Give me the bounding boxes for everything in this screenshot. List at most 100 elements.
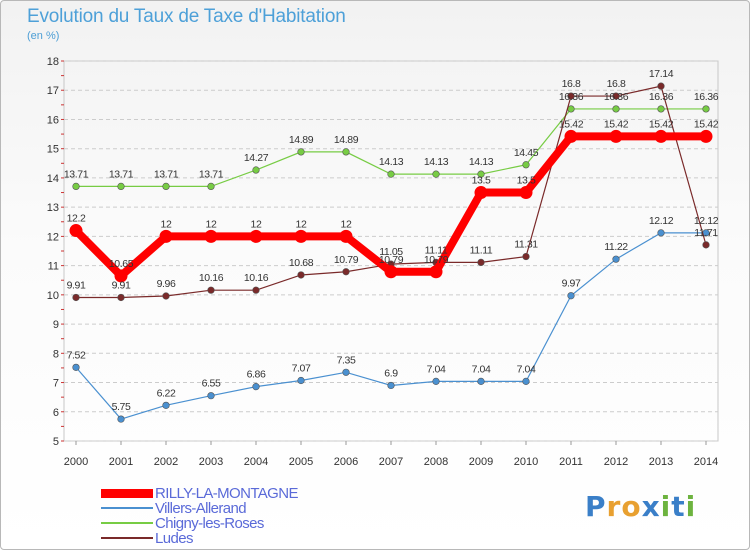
data-point-chigny-les-roses — [567, 105, 575, 113]
data-point-chigny-les-roses — [477, 170, 485, 178]
data-point-ludes — [297, 271, 305, 279]
data-point-rilly-la-montagne — [519, 186, 533, 200]
data-point-chigny-les-roses — [117, 182, 125, 190]
y-tick-label: 11 — [48, 261, 59, 273]
data-label-chigny-les-roses: 14.45 — [514, 147, 539, 159]
data-point-chigny-les-roses — [72, 182, 80, 190]
y-tick-label: 8 — [53, 348, 59, 360]
data-label-ludes: 10.68 — [289, 257, 314, 269]
data-label-villers-allerand: 7.35 — [337, 354, 356, 366]
data-label-villers-allerand: 11.22 — [604, 241, 628, 253]
data-label-ludes: 9.91 — [67, 279, 86, 291]
y-tick-label: 6 — [53, 407, 59, 419]
data-point-chigny-les-roses — [432, 170, 440, 178]
legend-swatch — [101, 537, 153, 539]
data-point-ludes — [252, 286, 260, 294]
x-tick-label: 2002 — [154, 456, 178, 468]
x-tick-label: 2009 — [469, 456, 493, 468]
data-label-ludes: 11.05 — [379, 246, 403, 258]
data-point-villers-allerand — [72, 363, 80, 371]
data-label-villers-allerand: 7.04 — [427, 363, 446, 375]
data-label-ludes: 9.91 — [112, 279, 131, 291]
data-point-villers-allerand — [297, 376, 305, 385]
data-label-villers-allerand: 12.12 — [649, 215, 674, 227]
data-point-rilly-la-montagne — [294, 229, 308, 243]
data-label-chigny-les-roses: 16.36 — [694, 91, 719, 103]
data-label-rilly-la-montagne: 15.42 — [559, 118, 584, 130]
data-point-villers-allerand — [342, 368, 350, 376]
x-tick-label: 2000 — [64, 456, 88, 468]
x-tick-label: 2005 — [289, 456, 313, 468]
data-point-rilly-la-montagne — [339, 229, 353, 243]
data-label-ludes: 11.71 — [694, 227, 718, 239]
data-point-rilly-la-montagne — [429, 265, 443, 279]
data-point-villers-allerand — [162, 401, 170, 409]
data-point-rilly-la-montagne — [384, 265, 398, 279]
data-label-villers-allerand: 6.22 — [157, 387, 176, 399]
y-tick-label: 12 — [47, 231, 59, 243]
y-tick-label: 17 — [47, 85, 59, 97]
data-label-chigny-les-roses: 16.36 — [649, 91, 674, 103]
data-label-villers-allerand: 7.04 — [517, 363, 536, 375]
data-label-chigny-les-roses: 13.71 — [109, 168, 134, 180]
y-tick-label: 13 — [47, 202, 59, 214]
data-label-villers-allerand: 5.75 — [112, 401, 131, 413]
x-tick-label: 2003 — [199, 456, 223, 468]
data-point-rilly-la-montagne — [699, 129, 713, 143]
data-point-ludes — [522, 252, 530, 261]
data-label-ludes: 11.31 — [514, 239, 538, 251]
data-label-ludes: 16.8 — [562, 78, 581, 90]
data-label-rilly-la-montagne: 12 — [251, 218, 262, 230]
data-point-ludes — [342, 268, 350, 276]
data-label-chigny-les-roses: 13.71 — [64, 168, 89, 180]
y-tick-label: 16 — [47, 114, 59, 126]
data-point-rilly-la-montagne — [564, 129, 578, 143]
data-label-rilly-la-montagne: 13.5 — [472, 175, 491, 187]
data-point-chigny-les-roses — [162, 182, 170, 190]
data-point-villers-allerand — [657, 229, 665, 237]
y-tick-label: 14 — [47, 173, 59, 185]
data-point-ludes — [117, 293, 125, 302]
data-point-rilly-la-montagne — [114, 269, 128, 283]
data-label-villers-allerand: 9.97 — [562, 278, 581, 290]
data-label-rilly-la-montagne: 12 — [206, 218, 217, 230]
legend-label: RILLY-LA-MONTAGNE — [155, 485, 299, 502]
data-point-rilly-la-montagne — [609, 129, 623, 143]
data-label-rilly-la-montagne: 15.42 — [649, 118, 674, 130]
data-point-rilly-la-montagne — [654, 129, 668, 143]
logo-letter: x — [641, 490, 661, 523]
data-point-ludes — [477, 258, 485, 267]
data-label-rilly-la-montagne: 10.79 — [379, 254, 404, 266]
data-point-villers-allerand — [612, 255, 620, 263]
data-point-ludes — [567, 92, 575, 100]
data-point-villers-allerand — [387, 381, 395, 390]
data-point-chigny-les-roses — [342, 148, 350, 156]
data-label-rilly-la-montagne: 15.42 — [694, 118, 719, 130]
x-tick-label: 2011 — [559, 456, 583, 468]
data-point-rilly-la-montagne — [249, 229, 263, 243]
legend-swatch — [101, 507, 153, 509]
data-label-villers-allerand: 12.12 — [694, 215, 719, 227]
data-label-chigny-les-roses: 16.36 — [559, 91, 584, 103]
data-point-rilly-la-montagne — [69, 224, 83, 238]
data-point-ludes — [702, 241, 710, 249]
data-label-villers-allerand: 6.55 — [202, 378, 221, 390]
data-label-villers-allerand: 7.07 — [292, 362, 311, 374]
data-point-ludes — [657, 82, 665, 90]
data-label-ludes: 9.96 — [157, 278, 176, 290]
data-point-rilly-la-montagne — [474, 186, 488, 200]
data-label-chigny-les-roses: 16.36 — [604, 91, 629, 103]
data-label-chigny-les-roses: 14.89 — [289, 134, 314, 146]
data-point-chigny-les-roses — [522, 161, 530, 169]
data-point-chigny-les-roses — [612, 105, 620, 113]
data-point-villers-allerand — [567, 292, 575, 300]
data-label-rilly-la-montagne: 12.2 — [67, 213, 86, 225]
data-point-rilly-la-montagne — [204, 229, 218, 243]
data-point-chigny-les-roses — [207, 182, 215, 190]
chart-subtitle: (en %) — [27, 30, 60, 42]
data-point-chigny-les-roses — [252, 166, 260, 174]
data-label-rilly-la-montagne: 12 — [341, 218, 352, 230]
x-tick-label: 2006 — [334, 456, 358, 468]
y-tick-label: 7 — [53, 378, 59, 390]
